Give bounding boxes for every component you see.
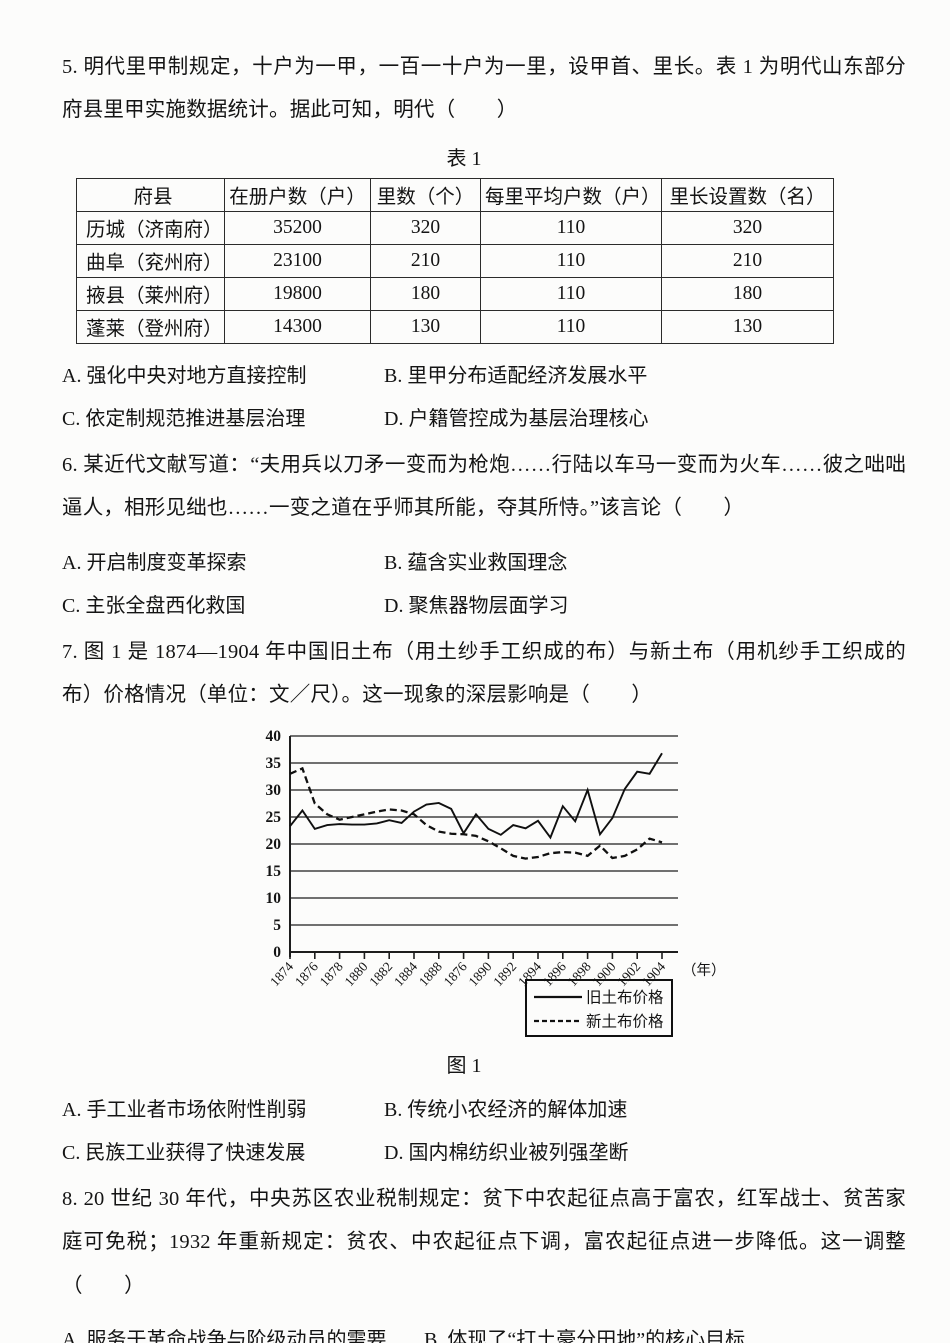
option-row: C. 依定制规范推进基层治理 D. 户籍管控成为基层治理核心	[62, 395, 906, 438]
svg-text:1894: 1894	[515, 959, 544, 989]
svg-text:1892: 1892	[490, 959, 519, 989]
svg-text:1876: 1876	[441, 959, 470, 989]
table-cell: 掖县（莱州府）	[76, 276, 225, 311]
table-cell: 210	[661, 243, 834, 278]
svg-text:1882: 1882	[366, 959, 395, 989]
table-cell: 14300	[224, 309, 371, 344]
svg-text:1878: 1878	[317, 959, 346, 989]
table-cell: 蓬莱（登州府）	[76, 309, 225, 344]
table-cell: 曲阜（兖州府）	[76, 243, 225, 278]
table-header-cell: 每里平均户数（户）	[480, 177, 662, 212]
figure1-line-chart: 0510152025303540187418761878188018821884…	[266, 728, 726, 1037]
svg-text:35: 35	[266, 755, 282, 772]
table-row: 历城（济南府） 35200 320 110 320	[76, 210, 834, 245]
svg-text:1888: 1888	[416, 959, 445, 989]
svg-text:1874: 1874	[267, 959, 296, 989]
question-6-option-b: B. 蕴含实业救国理念	[384, 551, 568, 574]
table-cell: 320	[661, 210, 834, 245]
table-cell: 320	[370, 210, 481, 245]
question-8-option-b: B. 体现了“打土豪分田地”的核心目标	[424, 1329, 746, 1343]
table-cell: 35200	[224, 210, 371, 245]
question-6-stem: 6. 某近代文献写道：“夫用兵以刀矛一变而为枪炮……行陆以车马一变而为火车……彼…	[62, 453, 906, 520]
table-cell: 180	[370, 276, 481, 311]
table-cell: 130	[661, 309, 834, 344]
svg-text:1900: 1900	[589, 959, 618, 989]
svg-text:5: 5	[273, 917, 281, 934]
figure1-caption: 图 1	[446, 1054, 482, 1077]
table-cell: 110	[480, 243, 662, 278]
question-5-stem: 5. 明代里甲制规定，十户为一甲，一百一十户为一里，设甲首、里长。表 1 为明代…	[62, 56, 906, 122]
svg-text:20: 20	[266, 836, 282, 853]
question-7-stem: 7. 图 1 是 1874—1904 年中国旧土布（用土纱手工织成的布）与新土布…	[62, 640, 906, 707]
table-cell: 180	[661, 276, 834, 311]
table-header-cell: 里长设置数（名）	[661, 177, 834, 212]
question-5-option-c: C. 依定制规范推进基层治理	[62, 407, 306, 430]
svg-text:40: 40	[266, 728, 282, 745]
table-cell: 历城（济南府）	[76, 210, 225, 245]
svg-text:1898: 1898	[565, 959, 594, 989]
question-6-option-d: D. 聚焦器物层面学习	[384, 594, 569, 617]
table-cell: 110	[480, 210, 662, 245]
option-row: A. 强化中央对地方直接控制 B. 里甲分布适配经济发展水平	[62, 352, 906, 395]
table-row: 曲阜（兖州府） 23100 210 110 210	[76, 243, 834, 278]
svg-text:1884: 1884	[391, 959, 420, 989]
option-row: C. 主张全盘西化救国 D. 聚焦器物层面学习	[62, 582, 906, 625]
question-8-options: A. 服务于革命战争与阶级动员的需要 B. 体现了“打土豪分田地”的核心目标 C…	[62, 1316, 906, 1343]
question-5-options: A. 强化中央对地方直接控制 B. 里甲分布适配经济发展水平 C. 依定制规范推…	[62, 352, 906, 438]
svg-text:1902: 1902	[614, 959, 643, 989]
table-row: 掖县（莱州府） 19800 180 110 180	[76, 276, 834, 311]
question-5-option-a: A. 强化中央对地方直接控制	[62, 364, 307, 387]
table-header-cell: 府县	[76, 177, 225, 212]
table-cell: 130	[370, 309, 481, 344]
question-7-option-d: D. 国内棉纺织业被列强垄断	[384, 1141, 629, 1164]
svg-text:1890: 1890	[465, 959, 494, 989]
question-6-option-c: C. 主张全盘西化救国	[62, 594, 246, 617]
svg-text:（年）: （年）	[682, 962, 718, 979]
svg-text:30: 30	[266, 782, 282, 799]
table-header-cell: 在册户数（户）	[224, 177, 371, 212]
option-row: A. 服务于革命战争与阶级动员的需要 B. 体现了“打土豪分田地”的核心目标	[62, 1316, 906, 1343]
option-row: C. 民族工业获得了快速发展 D. 国内棉纺织业被列强垄断	[62, 1129, 906, 1172]
question-6-option-a: A. 开启制度变革探索	[62, 551, 247, 574]
svg-text:15: 15	[266, 863, 282, 880]
table-cell: 23100	[224, 243, 371, 278]
svg-text:25: 25	[266, 809, 282, 826]
svg-text:10: 10	[266, 890, 282, 907]
option-row: A. 手工业者市场依附性削弱 B. 传统小农经济的解体加速	[62, 1086, 906, 1129]
svg-text:1876: 1876	[292, 959, 321, 989]
table-cell: 19800	[224, 276, 371, 311]
svg-text:旧土布价格: 旧土布价格	[586, 988, 664, 1006]
figure1-chart-container: 0 5 10 15 20 25 30 35 40 1874 1876 1878 1880 1882 1884…	[238, 726, 726, 1049]
svg-text:新土布价格: 新土布价格	[586, 1012, 664, 1030]
option-row: A. 开启制度变革探索 B. 蕴含实业救国理念	[62, 539, 906, 582]
question-7-option-a: A. 手工业者市场依附性削弱	[62, 1098, 307, 1121]
table-cell: 110	[480, 276, 662, 311]
question-8-stem: 8. 20 世纪 30 年代，中央苏区农业税制规定：贫下中农起征点高于富农，红军…	[62, 1187, 906, 1297]
question-5-option-d: D. 户籍管控成为基层治理核心	[384, 407, 649, 430]
table-cell: 110	[480, 309, 662, 344]
question-8-option-a: A. 服务于革命战争与阶级动员的需要	[62, 1329, 387, 1343]
table-row: 蓬莱（登州府） 14300 130 110 130	[76, 309, 834, 344]
svg-text:1904: 1904	[639, 959, 668, 989]
table-header-row: 府县 在册户数（户） 里数（个） 每里平均户数（户） 里长设置数（名）	[76, 177, 834, 212]
svg-text:0: 0	[273, 944, 281, 961]
svg-text:1896: 1896	[540, 959, 569, 989]
svg-text:1880: 1880	[341, 959, 370, 989]
table-1-caption: 表 1	[446, 147, 482, 170]
question-7-options: A. 手工业者市场依附性削弱 B. 传统小农经济的解体加速 C. 民族工业获得了…	[62, 1086, 906, 1172]
table-cell: 210	[370, 243, 481, 278]
question-7-option-c: C. 民族工业获得了快速发展	[62, 1141, 306, 1164]
question-7-option-b: B. 传统小农经济的解体加速	[384, 1098, 628, 1121]
table-header-cell: 里数（个）	[370, 177, 481, 212]
question-5-option-b: B. 里甲分布适配经济发展水平	[384, 364, 648, 387]
question-6-options: A. 开启制度变革探索 B. 蕴含实业救国理念 C. 主张全盘西化救国 D. 聚…	[62, 539, 906, 625]
table-1: 府县 在册户数（户） 里数（个） 每里平均户数（户） 里长设置数（名） 历城（济…	[76, 177, 834, 344]
